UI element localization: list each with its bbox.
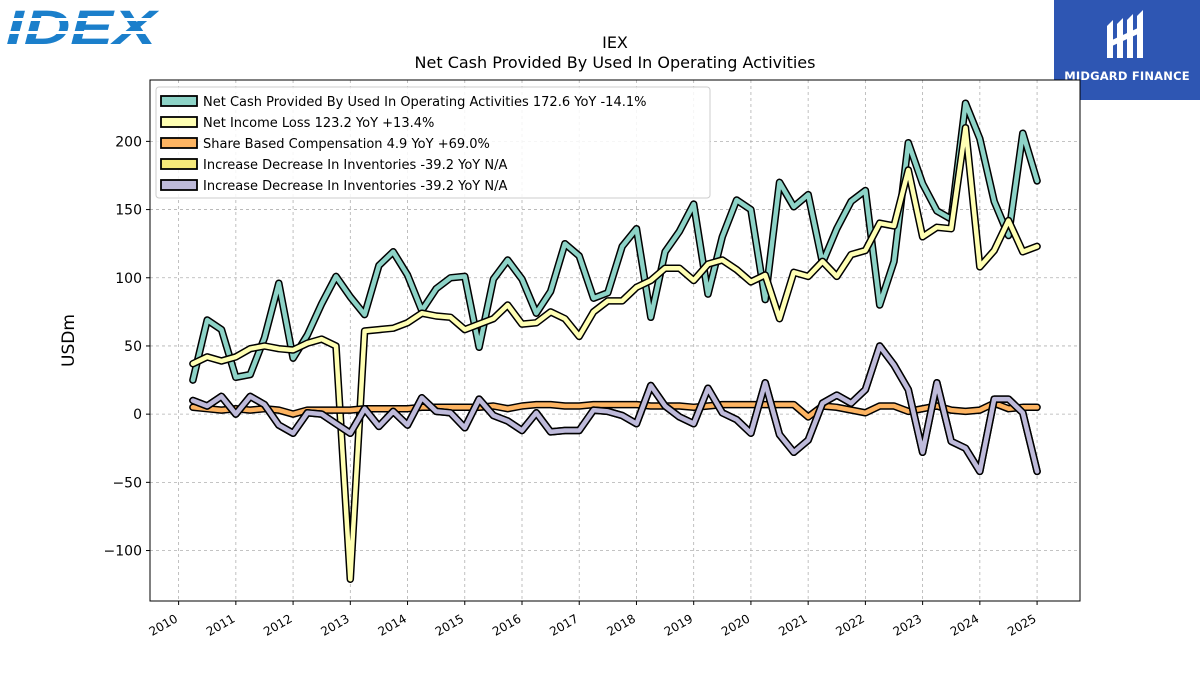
y-tick-label: 100 <box>115 271 142 287</box>
x-tick-label: 2023 <box>891 611 924 638</box>
x-tick-label: 2021 <box>776 611 809 638</box>
y-tick-label: 0 <box>133 407 142 423</box>
chart-subtitle: Net Cash Provided By Used In Operating A… <box>414 53 816 72</box>
legend-swatch <box>160 137 198 149</box>
x-tick-label: 2017 <box>547 611 580 638</box>
x-tick-label: 2010 <box>147 611 180 638</box>
legend-swatch <box>160 179 198 191</box>
x-tick-label: 2024 <box>948 611 981 638</box>
x-tick-label: 2014 <box>376 611 409 638</box>
x-tick-label: 2020 <box>719 611 752 638</box>
x-tick-label: 2022 <box>833 611 866 638</box>
midgard-finance-text: MIDGARD FINANCE <box>1064 69 1190 83</box>
legend-label: Increase Decrease In Inventories -39.2 Y… <box>203 158 507 173</box>
x-tick-label: 2013 <box>318 611 351 638</box>
x-tick-label: 2015 <box>433 611 466 638</box>
legend-swatch <box>160 95 198 107</box>
idex-logo-text: IDEX <box>6 4 160 48</box>
idex-logo: IDEX <box>4 2 160 55</box>
legend-label: Share Based Compensation 4.9 YoY +69.0% <box>203 137 490 152</box>
y-tick-label: 200 <box>115 134 142 150</box>
y-axis-label: USDm <box>59 314 79 367</box>
x-tick-label: 2025 <box>1005 611 1038 638</box>
x-tick-label: 2016 <box>490 611 523 638</box>
series-line-1 <box>190 100 1040 383</box>
x-tick-label: 2018 <box>605 611 638 638</box>
midgard-emblem-icon <box>1107 10 1143 58</box>
y-tick-label: 150 <box>115 203 142 219</box>
legend-swatch <box>160 158 198 170</box>
y-tick-label: −100 <box>104 544 142 560</box>
legend-swatch <box>160 116 198 128</box>
x-tick-label: 2019 <box>662 611 695 638</box>
series-line-3 <box>190 400 1040 420</box>
y-tick-label: 50 <box>124 339 142 355</box>
y-tick-label: −50 <box>112 475 142 491</box>
legend-label: Net Income Loss 123.2 YoY +13.4% <box>203 116 434 131</box>
series-line-5 <box>190 343 1040 474</box>
axes-frame <box>149 79 1081 602</box>
legend-label: Increase Decrease In Inventories -39.2 Y… <box>203 179 507 194</box>
chart-title: IEX <box>602 33 628 52</box>
x-tick-label: 2011 <box>204 611 237 638</box>
legend-box <box>155 86 711 199</box>
series-line-2 <box>190 125 1040 582</box>
legend-label: Net Cash Provided By Used In Operating A… <box>203 95 646 110</box>
x-tick-label: 2012 <box>261 611 294 638</box>
